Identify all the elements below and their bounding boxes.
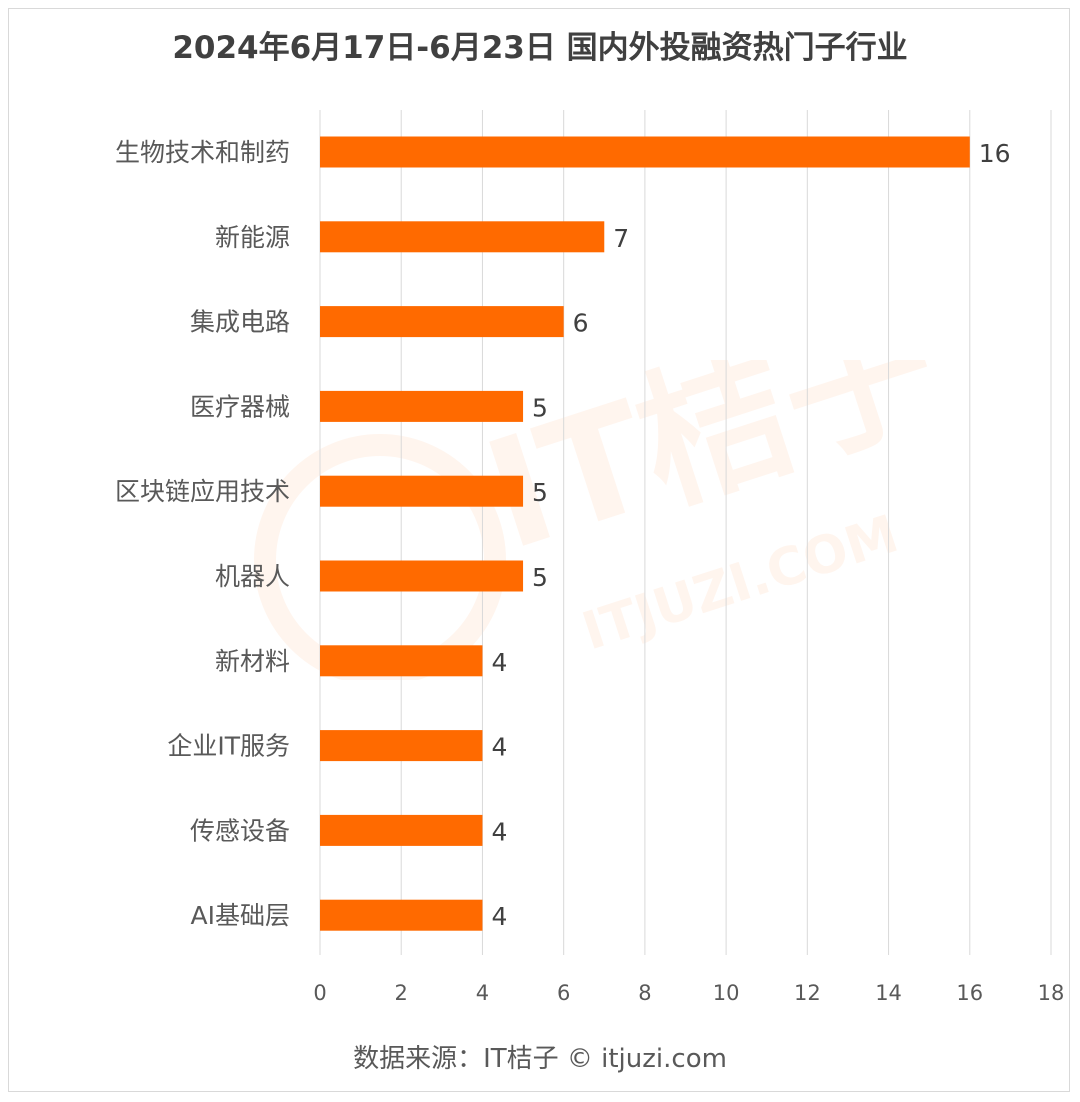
gridlines [319, 110, 1052, 955]
bar [320, 645, 483, 677]
category-label: 企业IT服务 [167, 732, 290, 761]
chart-frame [8, 8, 1070, 1092]
x-tick-label: 4 [476, 981, 489, 1005]
category-label: 新材料 [215, 647, 290, 676]
value-label: 6 [573, 309, 589, 338]
x-tick-label: 8 [638, 981, 651, 1005]
bar [320, 730, 483, 762]
value-label: 5 [532, 478, 548, 507]
value-labels: 16 7 6 5 5 5 4 4 4 4 [491, 139, 1010, 931]
x-tick-label: 14 [875, 981, 902, 1005]
bar [320, 390, 524, 422]
value-label: 4 [491, 733, 507, 762]
value-label: 7 [613, 224, 629, 253]
x-tick-labels: 0 2 4 6 8 10 12 14 16 18 [313, 981, 1064, 1005]
category-label: 区块链应用技术 [115, 477, 290, 506]
x-tick-label: 16 [956, 981, 983, 1005]
x-tick-label: 0 [313, 981, 326, 1005]
bar [320, 475, 524, 507]
category-label: 新能源 [215, 223, 290, 252]
bar [320, 560, 524, 592]
category-label: AI基础层 [191, 901, 290, 930]
x-tick-label: 2 [395, 981, 408, 1005]
x-tick-label: 18 [1038, 981, 1065, 1005]
value-label: 5 [532, 563, 548, 592]
source-footer: 数据来源：IT桔子 © itjuzi.com [353, 1044, 727, 1074]
bars [320, 136, 970, 931]
value-label: 5 [532, 393, 548, 422]
value-label: 4 [491, 902, 507, 931]
category-label: 机器人 [215, 562, 290, 591]
value-label: 4 [491, 648, 507, 677]
bar [320, 814, 483, 846]
bar [320, 221, 605, 253]
chart-title: 2024年6月17日-6月23日 国内外投融资热门子行业 [172, 30, 908, 66]
category-label: 医疗器械 [190, 392, 290, 421]
x-tick-label: 10 [713, 981, 740, 1005]
category-label: 传感设备 [190, 816, 290, 845]
bar [320, 136, 970, 168]
bar [320, 899, 483, 931]
value-label: 4 [491, 817, 507, 846]
x-tick-label: 12 [794, 981, 821, 1005]
x-tick-label: 6 [557, 981, 570, 1005]
category-labels: 生物技术和制药新能源集成电路医疗器械区块链应用技术机器人新材料企业IT服务传感设… [115, 138, 290, 930]
category-label: 集成电路 [190, 308, 290, 337]
value-label: 16 [979, 139, 1011, 168]
bar [320, 306, 564, 338]
category-label: 生物技术和制药 [115, 138, 290, 167]
